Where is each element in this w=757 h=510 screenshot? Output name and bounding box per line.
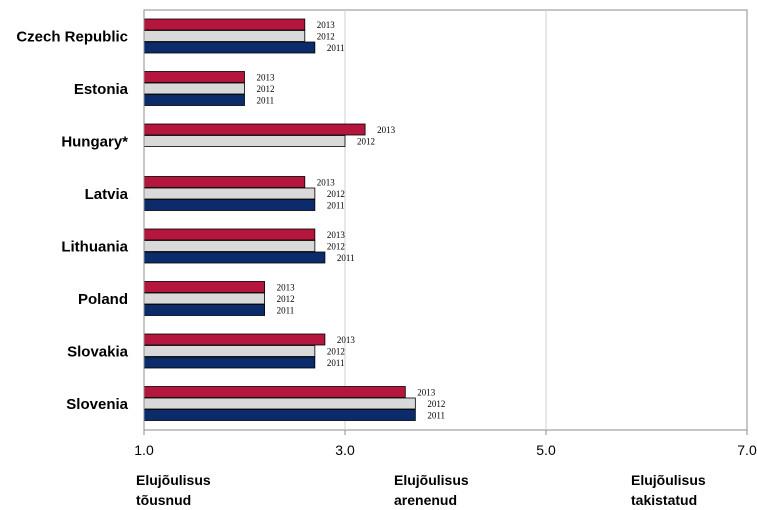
bar-0-2 [143,41,316,54]
bar-label-5-2: 2011 [277,306,295,316]
bar-label-4-0: 2013 [327,230,346,240]
bar-label-7-0: 2013 [417,388,436,398]
bar-label-3-0: 2013 [317,178,336,188]
bar-1-0 [143,71,245,83]
bar-label-7-2: 2011 [427,411,445,421]
bar-label-3-2: 2011 [327,201,345,211]
category-label-3: Latvia [85,186,129,203]
bar-label-5-0: 2013 [277,283,296,293]
bar-0-1 [143,30,306,42]
category-label-6: Slovakia [67,343,129,360]
bar-2-0 [143,123,366,136]
bar-label-6-2: 2011 [327,358,345,368]
bar-label-1-2: 2011 [257,96,275,106]
bar-5-1 [143,292,265,305]
bar-6-1 [143,345,316,357]
bar-0-0 [143,18,306,31]
bar-3-1 [143,187,316,200]
bar-5-2 [143,304,265,316]
bottom-label-1-line1: Elujõulisus [136,472,211,488]
bar-label-1-0: 2013 [257,73,276,83]
bottom-label-2-line1: Elujõulisus [394,472,469,488]
category-label-1: Estonia [74,81,129,98]
bar-label-4-2: 2011 [337,253,355,263]
bar-label-0-0: 2013 [317,20,336,30]
category-label-7: Slovenia [66,396,128,413]
bar-label-2-1: 2012 [357,137,375,147]
bar-label-0-2: 2011 [327,43,345,53]
bar-label-6-0: 2013 [337,335,356,345]
bar-label-2-0: 2013 [377,125,396,135]
bottom-label-3-line1: Elujõulisus [631,472,706,488]
x-tick-label-2: 5.0 [536,442,556,458]
bottom-label-3-line2: takistatud [631,492,698,508]
bar-4-2 [143,251,326,264]
bar-label-7-1: 2012 [427,399,445,409]
category-label-5: Poland [78,291,128,308]
bar-7-0 [143,386,406,398]
bottom-label-2-line2: arenenud [394,492,458,508]
bar-label-4-1: 2012 [327,242,345,252]
bar-2-1 [143,135,346,147]
bar-label-5-1: 2012 [277,294,295,304]
x-tick-label-1: 3.0 [335,442,355,458]
category-label-4: Lithuania [61,238,128,255]
category-label-0: Czech Republic [16,28,128,45]
bar-4-0 [143,228,316,241]
bar-6-2 [143,356,316,369]
x-tick-label-3: 7.0 [737,442,757,458]
bar-label-3-1: 2012 [327,189,345,199]
bar-3-0 [143,176,306,188]
bottom-label-1: Elujõulisus tõusnud [136,470,211,510]
bar-label-0-1: 2012 [317,32,335,42]
bar-1-2 [143,94,245,106]
bar-7-1 [143,397,416,410]
bar-5-0 [143,281,265,293]
bottom-label-3: Elujõulisus takistatud [631,470,706,510]
bar-label-1-1: 2012 [257,84,275,94]
x-tick-label-0: 1.0 [134,442,154,458]
bar-4-1 [143,240,316,252]
bar-7-2 [143,409,416,421]
bottom-label-1-line2: tõusnud [136,492,192,508]
bar-1-1 [143,82,245,95]
bar-label-6-1: 2012 [327,347,345,357]
bar-6-0 [143,333,326,346]
bar-3-2 [143,199,316,211]
category-label-2: Hungary* [61,133,128,150]
bottom-label-2: Elujõulisus arenenud [394,470,469,510]
